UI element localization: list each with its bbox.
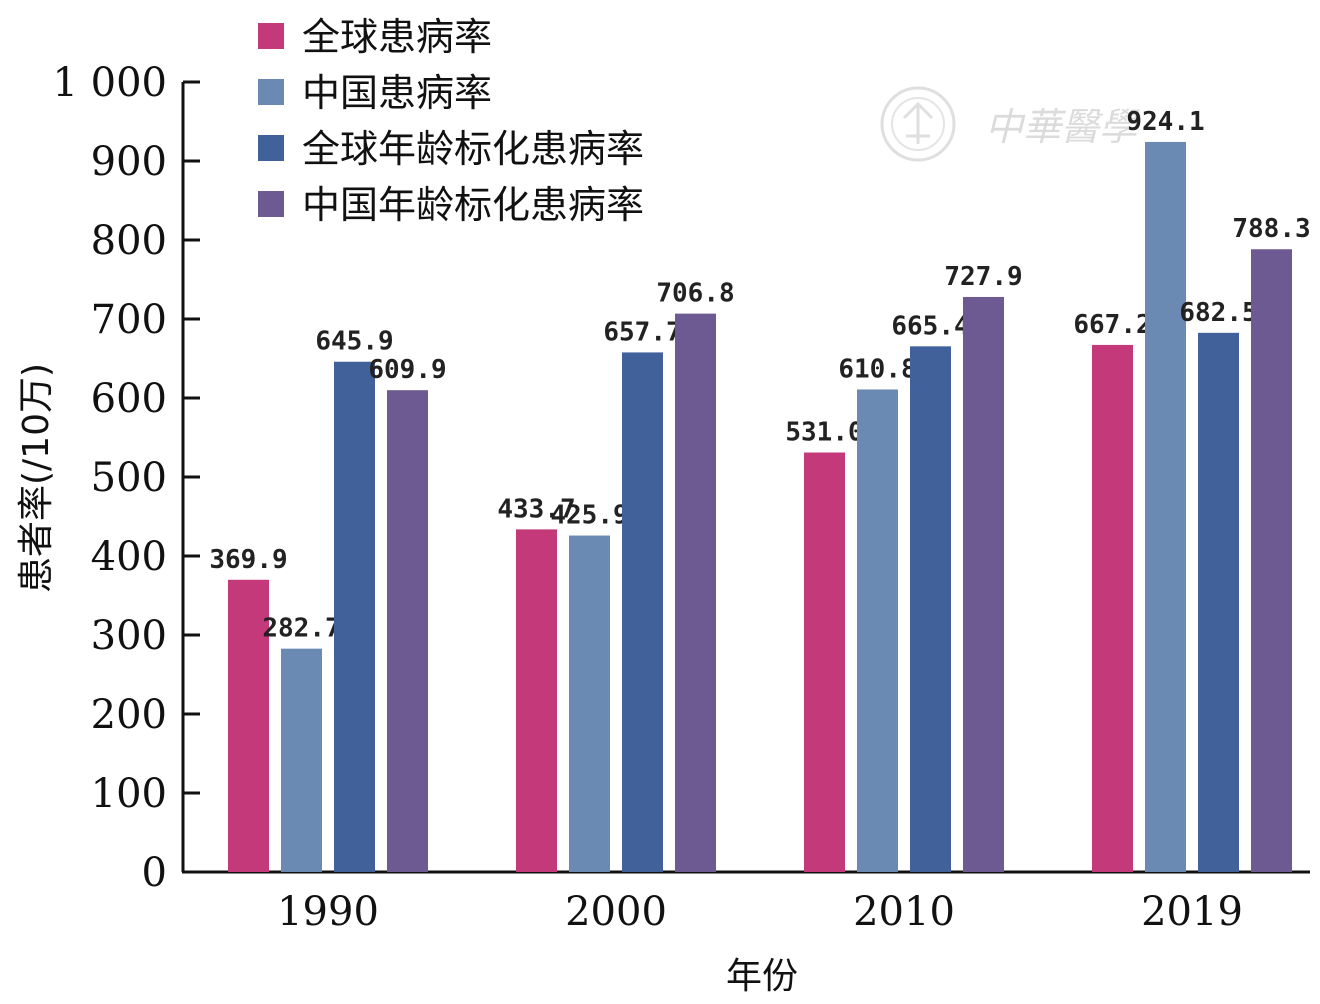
data-label: 609.9: [368, 355, 446, 385]
emblem-icon: [880, 86, 956, 162]
x-axis-ticks: 1990 2000 2010 2019: [277, 889, 1243, 935]
y-tick-label: 700: [91, 297, 167, 343]
data-label: 657.7: [603, 317, 681, 347]
y-tick-label: 500: [91, 455, 167, 501]
bar-2019-series-4: [1251, 249, 1292, 873]
bar-2010-series-3: [910, 346, 951, 873]
watermark-text: 中華醫學: [985, 105, 1140, 149]
x-axis-title: 年份: [726, 956, 798, 997]
legend-label: 中国患病率: [302, 71, 492, 115]
data-label: 924.1: [1126, 107, 1204, 137]
bar-2010-series-4: [963, 296, 1004, 873]
data-label: 369.9: [209, 545, 287, 575]
legend-swatch: [258, 79, 284, 105]
data-label: 727.9: [944, 262, 1022, 292]
data-label: 682.5: [1179, 298, 1257, 328]
x-tick-label: 2000: [565, 889, 667, 935]
bar-1990-series-1: [228, 579, 269, 872]
data-label: 610.8: [838, 354, 916, 384]
watermark: 中華醫學: [880, 86, 1140, 162]
bar-2000-series-4: [675, 313, 716, 872]
x-tick-label: 1990: [277, 889, 379, 935]
bar-2010-series-1: [804, 452, 845, 872]
x-tick-label: 2019: [1141, 889, 1243, 935]
y-tick-label: 200: [91, 692, 167, 738]
bar-1990-series-3: [334, 361, 375, 872]
data-label: 645.9: [315, 327, 393, 357]
bar-2010-series-2: [857, 389, 898, 872]
bar-2000-series-2: [569, 535, 610, 872]
data-label: 531.0: [785, 418, 863, 448]
legend-swatch: [258, 135, 284, 161]
bar-2000-series-3: [622, 352, 663, 872]
data-label: 425.9: [550, 501, 628, 531]
bar-1990-series-4: [387, 390, 428, 872]
y-axis-ticks: 0 100 200 300 400 500 600 700 800 900 1 000: [52, 60, 200, 896]
legend-swatch: [258, 191, 284, 217]
data-label: 788.3: [1232, 214, 1310, 244]
y-tick-label: 300: [91, 613, 167, 659]
y-tick-label: 800: [91, 218, 167, 264]
data-label: 667.2: [1073, 310, 1151, 340]
y-tick-label: 100: [91, 771, 167, 817]
y-tick-label: 0: [142, 850, 167, 896]
legend-label: 全球患病率: [302, 15, 492, 59]
data-label: 665.4: [891, 311, 969, 341]
bar-2019-series-1: [1092, 344, 1133, 872]
bar-2019-series-3: [1198, 332, 1239, 872]
legend-swatch: [258, 23, 284, 49]
y-tick-label: 600: [91, 376, 167, 422]
legend-label: 中国年龄标化患病率: [302, 183, 644, 227]
bar-1990-series-2: [281, 648, 322, 872]
y-tick-label: 900: [91, 139, 167, 185]
data-label: 433.7: [497, 494, 575, 524]
data-label: 282.7: [262, 614, 340, 644]
y-axis-title: 患者率(/10万): [16, 363, 57, 593]
data-label: 706.8: [656, 279, 734, 309]
y-tick-label: 1 000: [52, 60, 167, 106]
bar-2000-series-1: [516, 529, 557, 872]
bar-2019-series-2: [1145, 141, 1186, 872]
x-tick-label: 2010: [853, 889, 955, 935]
legend-label: 全球年龄标化患病率: [302, 127, 644, 171]
y-tick-label: 400: [91, 534, 167, 580]
